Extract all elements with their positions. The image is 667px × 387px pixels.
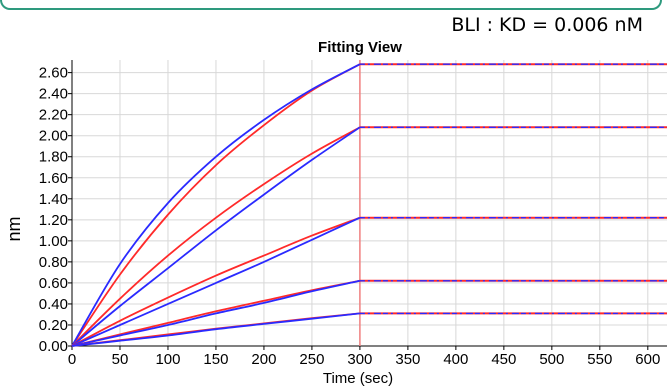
fitting-view-chart: Fitting View 0.00 0.20 0.40 0.60 0.80 1.00 1.2… — [4, 39, 667, 387]
y-tick-label-5: 1.00 — [39, 233, 68, 250]
y-tick-label-3: 0.60 — [39, 275, 68, 292]
series-layer — [71, 60, 667, 347]
data-curve-2 — [71, 126, 361, 347]
x-tick-label-5: 250 — [299, 351, 324, 368]
kd-label: BLI : KD = 0.006 nM — [451, 14, 643, 36]
y-tick-label-12: 2.40 — [39, 86, 68, 103]
fit-curve-2 — [71, 126, 361, 347]
fit-curve-3 — [71, 216, 361, 347]
x-tick-label-2: 100 — [155, 351, 180, 368]
x-tick-label-12: 600 — [635, 351, 660, 368]
x-tick-label-11: 550 — [587, 351, 612, 368]
top-frame — [0, 0, 662, 10]
y-tick-label-4: 0.80 — [39, 254, 68, 271]
x-tick-label-6: 300 — [347, 351, 372, 368]
fit-curve-1 — [71, 63, 361, 347]
x-tick-label-9: 450 — [491, 351, 516, 368]
x-axis-label: Time (sec) — [323, 370, 393, 387]
y-tick-label-0: 0.00 — [39, 338, 68, 355]
x-tick-label-0: 0 — [68, 351, 76, 368]
y-tick-label-2: 0.40 — [39, 296, 68, 313]
x-tick-label-7: 350 — [395, 351, 420, 368]
y-tick-label-13: 2.60 — [39, 65, 68, 82]
y-axis-label: nm — [4, 216, 24, 241]
x-tick-labels: 0 50 100 150 200 250 300 350 400 450 500 550 600 — [68, 351, 660, 368]
x-tick-label-8: 400 — [443, 351, 468, 368]
x-tick-label-10: 500 — [539, 351, 564, 368]
data-curve-3 — [71, 216, 361, 347]
y-tick-label-11: 2.20 — [39, 107, 68, 124]
y-tick-label-1: 0.20 — [39, 317, 68, 334]
y-tick-label-10: 2.00 — [39, 128, 68, 145]
fit-curve-4 — [71, 279, 361, 347]
data-curve-5 — [71, 312, 361, 347]
y-tick-labels: 0.00 0.20 0.40 0.60 0.80 1.00 1.20 1.40 1.60 1.80… — [39, 65, 68, 355]
x-tick-label-3: 150 — [203, 351, 228, 368]
data-curve-1 — [71, 63, 361, 347]
data-curve-4 — [71, 279, 361, 347]
y-tick-label-9: 1.80 — [39, 149, 68, 166]
x-tick-label-4: 200 — [251, 351, 276, 368]
y-tick-label-7: 1.40 — [39, 191, 68, 208]
y-tick-label-8: 1.60 — [39, 170, 68, 187]
y-tick-label-6: 1.20 — [39, 212, 68, 229]
grid-layer — [68, 60, 667, 350]
chart-title: Fitting View — [318, 39, 402, 56]
x-tick-label-1: 50 — [112, 351, 129, 368]
